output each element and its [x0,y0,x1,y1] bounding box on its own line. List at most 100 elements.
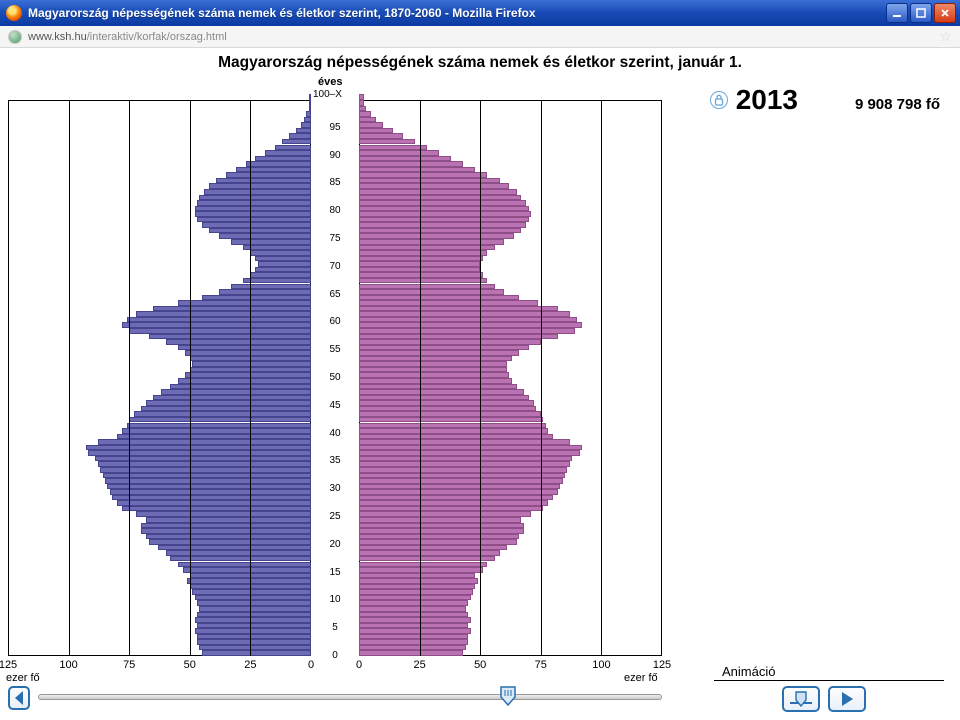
female-bar [359,623,468,629]
gridline [69,100,70,656]
maximize-button[interactable] [910,3,932,23]
x-unit-female: ezer fő [624,672,658,684]
age-tick: 15 [320,567,350,578]
female-bar [359,345,529,351]
male-bar [195,206,311,212]
female-bar [359,311,570,317]
female-bar [359,450,580,456]
male-bar [195,617,311,623]
female-bar [359,439,570,445]
male-bar [275,145,311,151]
age-tick: 40 [320,428,350,439]
gridline [480,100,481,656]
year-slider-track[interactable] [38,694,662,700]
age-tick: 35 [320,455,350,466]
prev-year-button[interactable] [8,686,30,710]
animation-speed-button[interactable] [782,686,820,712]
male-bar [122,322,311,328]
female-bar [359,484,560,490]
female-bar [359,150,439,156]
female-bar [359,117,376,123]
female-bar [359,300,538,306]
male-bar [136,311,311,317]
male-bar [282,139,311,145]
female-bar [359,500,548,506]
male-bar [122,428,311,434]
female-bar [359,534,519,540]
year-text: 2013 [736,84,798,116]
male-bar [192,589,311,595]
male-bar [103,473,311,479]
minimize-button[interactable] [886,3,908,23]
bookmark-star-icon[interactable]: ☆ [939,28,952,45]
female-bar [359,445,582,451]
male-bar [141,406,311,412]
population-text: 9 908 798 fő [855,96,940,113]
female-bar [359,478,563,484]
male-bar [226,172,311,178]
age-axis-label: éves [318,76,342,88]
male-bar [112,495,311,501]
age-tick: 45 [320,400,350,411]
female-bar [359,562,487,568]
male-bar [236,167,311,173]
female-bar [359,523,524,529]
url-text: www.ksh.hu/interaktiv/korfak/orszag.html [28,31,227,43]
x-tick-male: 0 [308,659,314,671]
gridline [250,100,251,656]
animation-play-button[interactable] [828,686,866,712]
gridline [601,100,602,656]
male-bar [129,417,311,423]
female-bar [359,350,519,356]
male-bar [202,295,311,301]
female-bar [359,206,529,212]
male-bar [127,423,311,429]
window-title: Magyarország népességének száma nemek és… [28,6,886,20]
female-bar [359,167,475,173]
female-bar [359,183,509,189]
male-bar [195,211,311,217]
male-bar [265,150,311,156]
female-bar [359,506,543,512]
female-bar [359,122,383,128]
female-bar [359,356,512,362]
female-bar [359,606,466,612]
female-bar [359,556,495,562]
female-bar [359,389,524,395]
age-tick: 80 [320,205,350,216]
female-bar [359,172,487,178]
male-bar [255,156,311,162]
male-bar [309,106,311,112]
x-tick-female: 50 [474,659,486,671]
male-bar [170,556,311,562]
female-bar [359,423,546,429]
male-bar [178,345,311,351]
age-tick: 25 [320,511,350,522]
female-bar [359,473,565,479]
page-content: Magyarország népességének száma nemek és… [0,48,960,720]
male-bar [161,389,311,395]
female-bar [359,306,558,312]
female-bar [359,539,517,545]
male-bar [166,550,311,556]
male-bar [309,100,311,106]
address-bar[interactable]: www.ksh.hu/interaktiv/korfak/orszag.html… [0,26,960,48]
age-tick: 60 [320,316,350,327]
male-bar [178,300,311,306]
male-bar [127,317,311,323]
age-tick: 70 [320,261,350,272]
female-bar [359,161,463,167]
female-bar [359,284,495,290]
gridline [420,100,421,656]
female-bar [359,384,517,390]
female-bar [359,367,507,373]
animation-underline [714,680,944,681]
close-button[interactable] [934,3,956,23]
male-bar [204,189,311,195]
male-bar [309,94,311,100]
url-path: /interaktiv/korfak/orszag.html [87,31,227,43]
year-slider-thumb[interactable] [499,685,517,707]
lock-icon[interactable] [710,91,728,109]
female-bar [359,361,507,367]
male-bar [197,634,311,640]
